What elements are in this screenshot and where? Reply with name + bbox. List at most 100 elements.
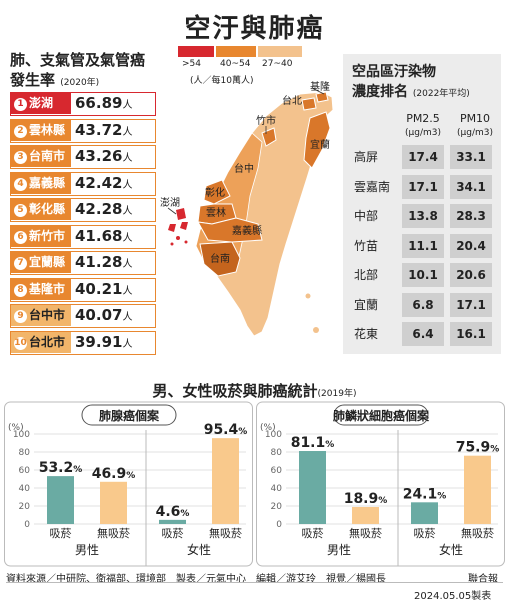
stats-title-text: 男、女性吸菸與肺癌統計 (152, 382, 318, 400)
pollution-pm10: 28.3 (450, 204, 492, 228)
chart-bar (100, 481, 127, 524)
chart-value-number: 81.1 (291, 435, 326, 451)
rank-value: 40.21 (75, 279, 123, 298)
chart-ytick: 20 (19, 502, 31, 512)
chart-value-label: 4.6% (156, 504, 190, 520)
chart-ylabel: (%) (260, 423, 276, 433)
chart-bar (352, 506, 379, 524)
rank-value-wrap: 42.42人 (75, 173, 132, 196)
rank-row: 7 宜蘭縣 41.28人 (10, 251, 156, 275)
chart-value-number: 53.2 (39, 460, 74, 476)
map-region-tainan (199, 241, 241, 277)
rank-county: 基隆市 (29, 281, 66, 296)
map-orchid-island (313, 327, 319, 333)
chart-bar (411, 502, 438, 524)
pollution-pm10: 20.6 (450, 263, 492, 287)
rank-value: 42.28 (75, 200, 123, 218)
footer-brand: 聯合報 (468, 574, 498, 585)
rank-row: 1 澎湖 66.89人 (10, 92, 156, 116)
chart-bar (47, 476, 74, 524)
pollution-col-pm25-label: PM2.5 (406, 112, 440, 125)
pollution-pm10: 33.1 (450, 145, 492, 169)
pollution-region: 竹苗 (354, 238, 379, 253)
pollution-pm25: 17.4 (402, 145, 444, 169)
rank-value-wrap: 43.72人 (75, 120, 132, 143)
rank-county: 新竹市 (29, 228, 66, 243)
chart-value-label: 53.2% (39, 460, 83, 476)
chart-value-suffix: % (325, 440, 334, 450)
legend-unit: (人／每10萬人) (190, 76, 254, 86)
chart-value-label: 75.9% (456, 440, 500, 456)
rank-value: 43.26 (75, 147, 123, 165)
map-label-changhua: 彰化 (205, 186, 225, 199)
rank-value: 41.68 (75, 226, 123, 245)
rank-unit: 人 (122, 259, 133, 270)
map-label-penghu: 澎湖 (160, 197, 180, 209)
rank-badge: 10 台北市 (11, 331, 71, 353)
pollution-col-pm25: PM2.5 (μg/m3) (400, 112, 446, 140)
pollution-title-line1: 空品區汙染物 (352, 64, 436, 80)
chart-category-label: 吸菸 (50, 527, 72, 540)
map-region-penghu (168, 208, 188, 246)
map-green-island (305, 293, 311, 299)
rank-value: 43.72 (75, 120, 123, 139)
map-region-changhua (203, 179, 231, 205)
chart-value-number: 18.9 (344, 491, 379, 507)
rank-value-wrap: 42.28人 (75, 199, 132, 222)
chart-group-label: 女性 (439, 542, 463, 557)
legend-label-high: >54 (182, 59, 201, 69)
chart-category-label: 無吸菸 (97, 526, 130, 540)
pollution-col-pm25-unit: (μg/m3) (405, 128, 441, 138)
chart-value-number: 75.9 (456, 440, 491, 456)
map-region-yilan (303, 111, 331, 169)
rank-number: 6 (14, 230, 27, 244)
footer-credits: 資料來源／中研院、衛福部、環境部 製表／元氣中心 編輯／游艾玲 視覺／楊國長 (6, 574, 386, 585)
rank-county: 台北市 (29, 334, 66, 349)
pollution-row: 高屏 17.4 33.1 (350, 145, 500, 169)
map-label-yilan: 宜蘭 (310, 138, 330, 151)
rank-value-wrap: 41.28人 (75, 252, 132, 275)
leader-keelung (311, 87, 325, 95)
rank-unit: 人 (122, 206, 133, 217)
rank-number: 8 (14, 283, 27, 297)
rank-value-wrap: 40.21人 (75, 279, 132, 302)
rank-unit: 人 (122, 100, 133, 111)
rank-badge: 9 台中市 (11, 305, 71, 326)
footer-divider (6, 582, 503, 583)
chart-squamous: 肺鱗狀細胞癌個案 (%) 0 20 40 60 80 100 81.1% 吸菸 18.9% 無吸菸 24… (256, 401, 505, 567)
rank-badge: 8 基隆市 (11, 278, 71, 300)
chart-ytick: 20 (271, 502, 283, 512)
rank-number: 9 (14, 310, 27, 323)
footer-date: 2024.05.05製表 (414, 591, 492, 600)
rank-county: 台中市 (29, 308, 66, 322)
chart-category-label: 無吸菸 (349, 526, 382, 540)
rank-number: 7 (14, 257, 27, 270)
chart-value-label: 95.4% (204, 422, 248, 438)
pollution-col-pm10: PM10 (μg/m3) (452, 112, 498, 140)
rank-unit: 人 (122, 153, 133, 164)
chart-value-suffix: % (490, 445, 499, 455)
chart-ytick: 0 (24, 520, 30, 530)
legend-label-low: 27~40 (262, 59, 293, 69)
pollution-region: 中部 (354, 209, 379, 223)
rank-number: 5 (14, 204, 27, 217)
chart-ytick: 60 (271, 466, 283, 476)
pollution-pm25: 6.8 (402, 292, 444, 317)
rank-row: 10 台北市 39.91人 (10, 330, 156, 355)
rank-number: 1 (14, 98, 27, 111)
rank-value-wrap: 41.68人 (75, 226, 132, 249)
rank-value-wrap: 66.89人 (75, 93, 132, 116)
chart-ytick: 60 (19, 466, 31, 476)
chart-value-label: 46.9% (92, 466, 136, 482)
rank-value-wrap: 39.91人 (75, 332, 132, 355)
rank-badge: 6 新竹市 (11, 225, 71, 247)
rank-badge: 4 嘉義縣 (11, 172, 71, 194)
pollution-title: 空品區汙染物 濃度排名 (2022年平均) (352, 62, 502, 104)
rank-row: 9 台中市 40.07人 (10, 304, 156, 328)
rank-unit: 人 (122, 179, 133, 191)
chart-value-number: 46.9 (92, 466, 127, 482)
chart-ytick: 80 (271, 448, 283, 458)
rank-badge: 2 雲林縣 (11, 119, 71, 141)
rank-value: 42.42 (75, 173, 123, 192)
rank-row: 3 台南市 43.26人 (10, 145, 156, 169)
